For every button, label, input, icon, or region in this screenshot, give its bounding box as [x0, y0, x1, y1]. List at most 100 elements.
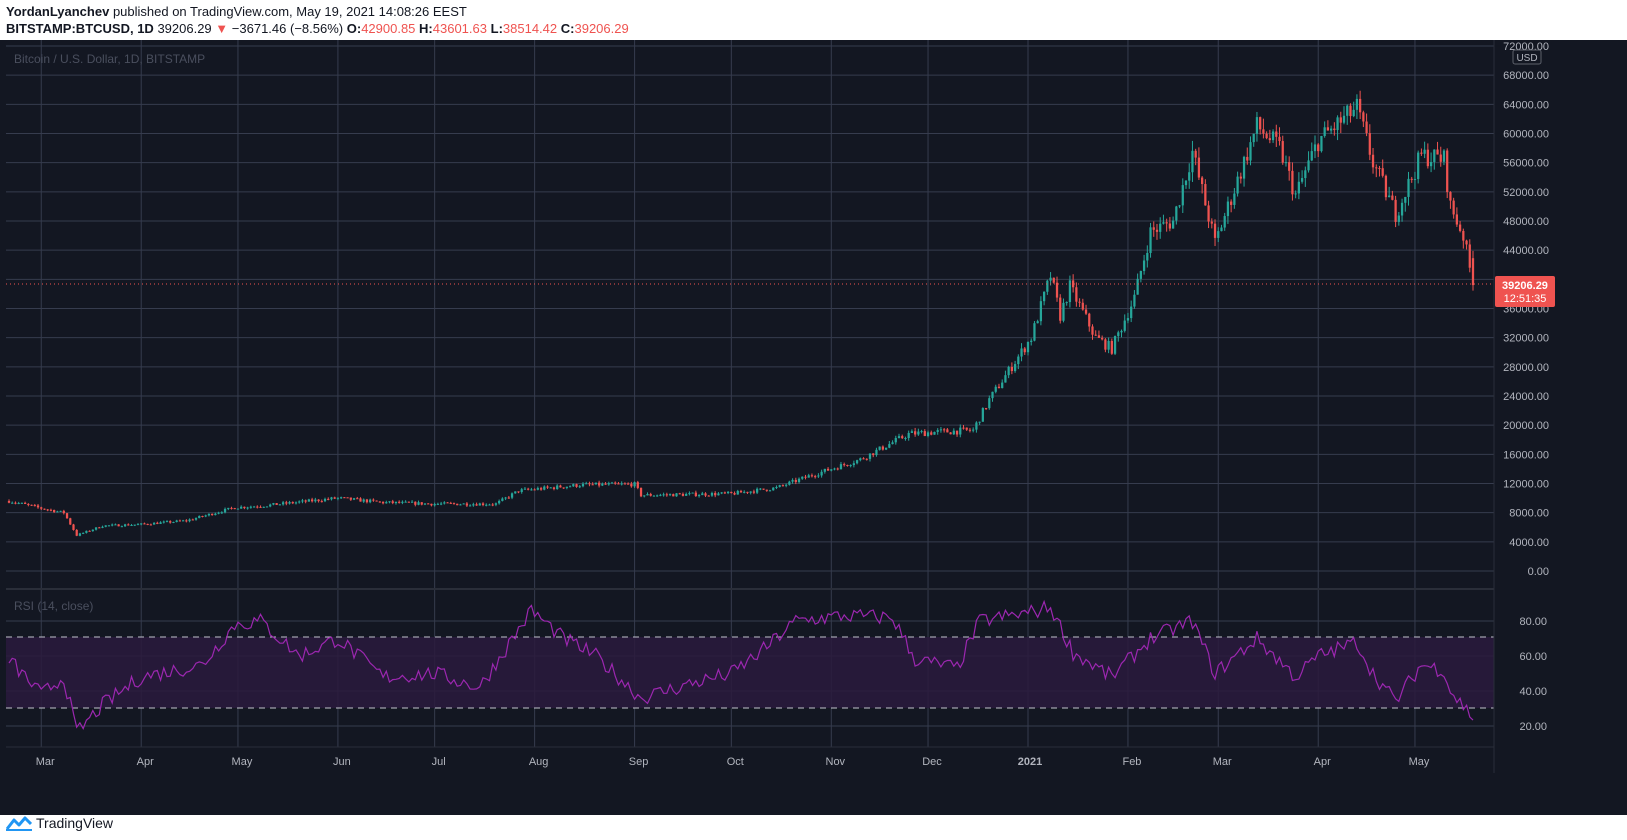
candle-body	[269, 504, 272, 507]
price-tick-label: 20000.00	[1503, 420, 1549, 432]
candle-body	[172, 521, 175, 523]
candle-body	[720, 492, 723, 494]
price-tick-label: 8000.00	[1509, 508, 1549, 520]
candle	[1007, 365, 1010, 379]
candle-body	[585, 483, 588, 485]
candle	[378, 501, 381, 503]
candle	[862, 457, 865, 460]
candle-body	[156, 522, 159, 524]
candle	[1139, 270, 1142, 283]
candle	[1255, 111, 1259, 142]
candle	[1455, 207, 1459, 227]
tradingview-brand[interactable]: TradingView	[36, 815, 114, 831]
candle	[1242, 155, 1246, 187]
candle-body	[685, 493, 688, 496]
candle-body	[678, 493, 681, 495]
candle-body	[884, 447, 888, 450]
candle-body	[1181, 185, 1184, 206]
candle	[472, 502, 475, 507]
candle	[14, 501, 17, 505]
tradingview-logo-icon[interactable]	[6, 815, 32, 831]
currency-badge[interactable]	[1512, 49, 1542, 65]
candle-body	[901, 436, 904, 439]
candle-body	[888, 444, 891, 448]
candle	[1268, 129, 1271, 144]
candle-body	[785, 484, 788, 486]
candle	[975, 421, 978, 433]
candle	[123, 523, 127, 527]
time-tick-label: Apr	[1314, 756, 1331, 768]
candle-body	[1171, 220, 1175, 229]
author-name[interactable]: YordanLyanchev	[6, 4, 110, 19]
price-tick-label: 68000.00	[1503, 70, 1549, 82]
candle-body	[1365, 121, 1368, 134]
candle	[1404, 196, 1407, 212]
candle-body	[878, 446, 881, 450]
candle	[7, 499, 11, 504]
candle-body	[1288, 162, 1291, 171]
candle	[662, 492, 665, 497]
chart-canvas[interactable]: 72000.00 68000.00 64000.00 60000.00 56000.00…	[0, 40, 1627, 815]
candle-body	[826, 468, 830, 471]
candle-body	[1117, 332, 1120, 337]
candle	[162, 520, 165, 524]
candle-body	[1439, 154, 1442, 162]
candle-body	[443, 502, 446, 504]
candle-body	[314, 499, 317, 502]
candle-body	[111, 524, 114, 526]
candle	[1230, 199, 1233, 213]
candle-body	[1329, 128, 1333, 131]
candle-body	[404, 501, 407, 503]
candle	[11, 501, 14, 504]
candle-body	[794, 479, 797, 483]
candle-body	[246, 507, 249, 509]
last-price: 39206.29	[157, 21, 212, 36]
price-tag-countdown: 12:51:35	[1504, 293, 1547, 305]
candle	[962, 424, 965, 430]
candle	[230, 506, 233, 510]
candle	[1307, 151, 1310, 173]
price-change: −3671.46 (−8.56%)	[231, 21, 344, 36]
price-axis[interactable]: 72000.00 68000.00 64000.00 60000.00 56000.00…	[1503, 41, 1549, 578]
candle	[53, 509, 56, 513]
candle-body	[236, 508, 240, 510]
candle	[1436, 141, 1439, 155]
time-axis[interactable]: Mar Apr May Jun Jul Aug Sep Oct Nov Dec 2021 Feb Mar…	[36, 756, 1430, 768]
candle-body	[468, 505, 472, 507]
candle	[256, 505, 259, 509]
candle-body	[633, 482, 636, 487]
candle	[981, 407, 984, 422]
candle-body	[788, 481, 791, 485]
candle-body	[240, 506, 243, 509]
candle	[772, 487, 775, 491]
price-tick-label: 60000.00	[1503, 129, 1549, 141]
candle-body	[146, 523, 149, 525]
candle	[536, 486, 539, 491]
candle-body	[1455, 214, 1459, 225]
rsi-axis[interactable]: 80.00 60.00 40.00 20.00	[1519, 616, 1547, 733]
candle-body	[978, 421, 981, 423]
candle-body	[1226, 201, 1230, 217]
candle-body	[256, 506, 259, 508]
candle-body	[320, 501, 323, 503]
candle	[752, 489, 756, 495]
candle-body	[733, 493, 736, 495]
candle-body	[233, 508, 236, 510]
candle	[107, 525, 111, 527]
candle	[572, 483, 575, 487]
price-tick-label: 32000.00	[1503, 333, 1549, 345]
candle	[581, 482, 585, 488]
candle	[691, 492, 694, 494]
candle-body	[1391, 195, 1394, 200]
candle	[1042, 291, 1046, 306]
candle	[943, 427, 946, 433]
candle-body	[575, 484, 578, 487]
candle-body	[23, 502, 27, 504]
candle-body	[46, 509, 49, 511]
candle	[749, 491, 752, 495]
candle	[733, 491, 736, 496]
candle	[433, 502, 436, 507]
candle-body	[262, 506, 265, 508]
candle	[204, 514, 207, 518]
candle-body	[1188, 172, 1191, 181]
